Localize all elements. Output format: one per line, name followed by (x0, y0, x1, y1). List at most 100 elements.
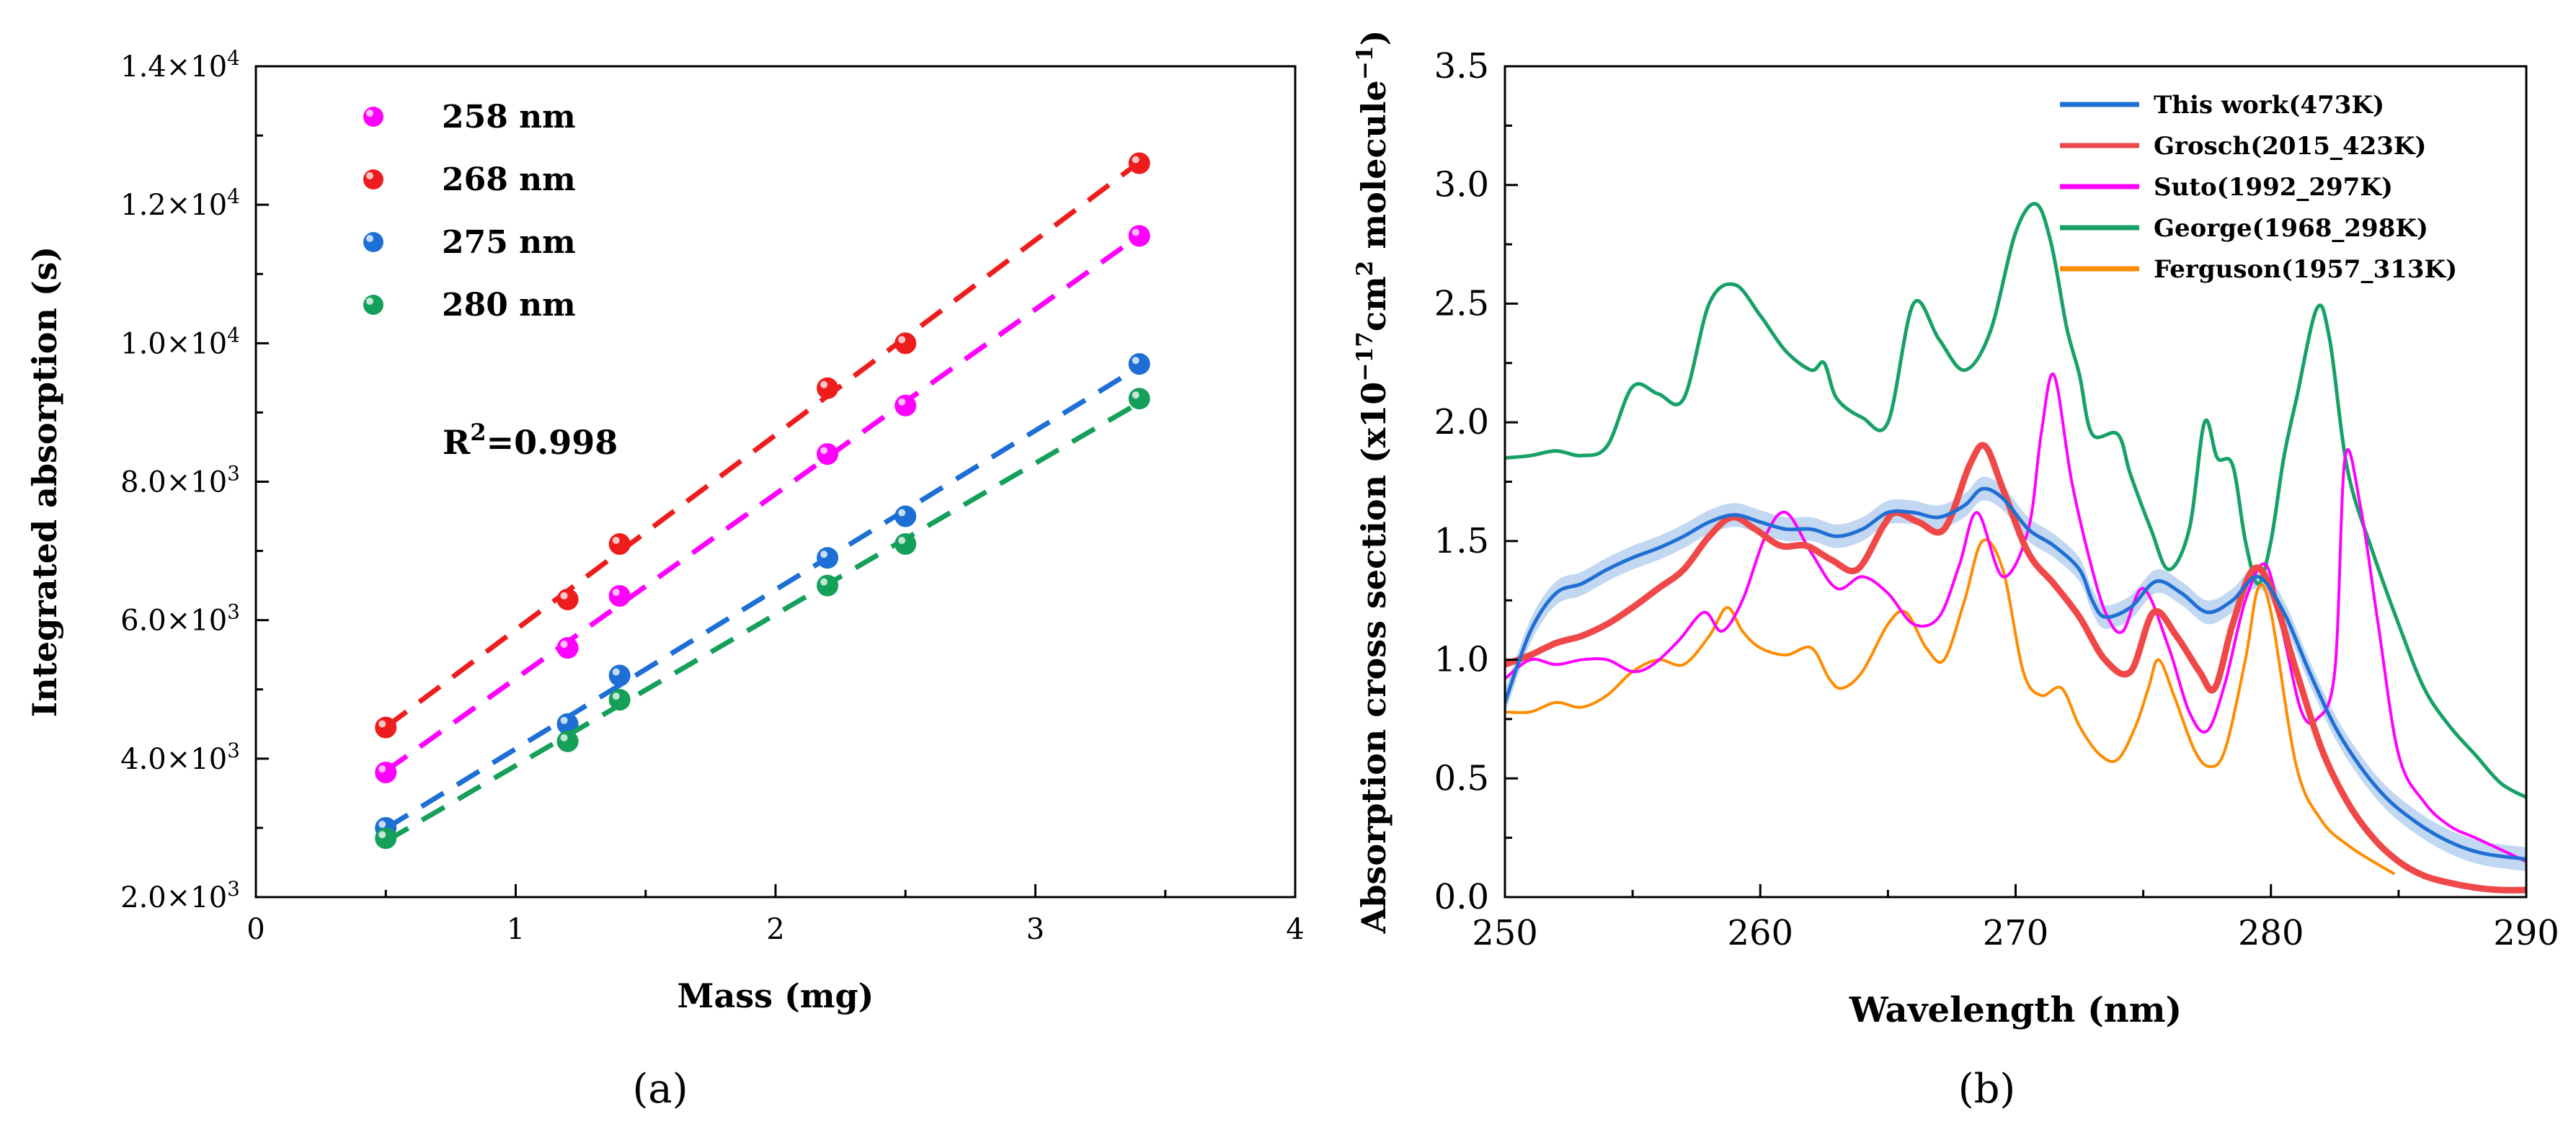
y-tick-label: 2.0 (1434, 402, 1489, 442)
data-point (556, 730, 579, 752)
legend-label: Ferguson(1957_313K) (2154, 255, 2457, 284)
data-point-highlight (560, 716, 568, 724)
x-tick-label: 280 (2238, 913, 2304, 953)
fit-line-280-nm (384, 400, 1141, 844)
data-point (608, 532, 631, 555)
legend-label: 258 nm (442, 99, 576, 135)
series-line-grosch-2015-423k- (1505, 442, 2526, 893)
data-point-highlight (1132, 228, 1140, 236)
y-tick-label: 3.5 (1434, 46, 1489, 86)
data-point (608, 689, 631, 711)
data-point (894, 394, 917, 416)
plot-b-x-tick-labels: 250 260 270 280 290 (1472, 913, 2559, 953)
data-point-highlight (820, 447, 828, 455)
data-point (608, 664, 631, 687)
data-point-highlight (612, 668, 620, 676)
data-point-highlight (612, 692, 620, 700)
y-tick-label: 0.5 (1434, 758, 1489, 798)
legend-marker-highlight (366, 298, 373, 305)
plot-b-y-axis-label: Absorption cross section (x10−17cm2 mole… (1352, 30, 1393, 935)
fit-line-258-nm (384, 233, 1141, 773)
plot-a-y-axis-label: Integrated absorption (s) (25, 246, 64, 718)
data-point-highlight (378, 765, 386, 773)
series-line-ferguson-1957-313k- (1505, 538, 2395, 875)
data-point (608, 585, 631, 607)
x-tick-label: 270 (1983, 913, 2049, 953)
y-tick-label: 4.0×103 (120, 738, 240, 776)
plot-a-r2-annotation: R2=0.998 (443, 419, 618, 462)
legend-marker (363, 169, 383, 190)
plot-b-uncertainty-bands (1505, 476, 2526, 871)
legend-label: Grosch(2015_423K) (2154, 132, 2427, 161)
data-point (894, 505, 917, 527)
data-point (817, 574, 839, 597)
x-tick-label: 290 (2493, 913, 2559, 953)
legend-marker-highlight (366, 172, 373, 179)
legend-label: 275 nm (442, 224, 576, 261)
panel-b: 0.0 0.5 1.0 1.5 2.0 2.5 3.0 3.5 250 260 270 280 290… (1352, 30, 2559, 1113)
y-tick-label: 6.0×103 (120, 600, 240, 638)
series-line-this-work-473k- (1505, 486, 2526, 861)
x-tick-label: 3 (1026, 913, 1044, 946)
plot-a-ticks (254, 65, 1297, 899)
data-point-highlight (560, 734, 568, 741)
legend-label: 280 nm (442, 287, 576, 324)
fit-line-275-nm (384, 365, 1141, 831)
data-point-highlight (820, 551, 828, 558)
data-point-highlight (378, 831, 386, 839)
data-point-highlight (820, 380, 828, 388)
data-point-highlight (378, 720, 386, 728)
fit-line-268-nm (384, 160, 1141, 729)
y-tick-label: 1.2×104 (120, 184, 240, 223)
x-tick-label: 4 (1286, 913, 1304, 946)
plot-a-x-tick-labels: 0 1 2 3 4 (247, 913, 1304, 946)
data-point (1128, 388, 1150, 410)
y-tick-label: 8.0×103 (120, 461, 240, 499)
y-tick-label: 1.0 (1434, 640, 1489, 680)
data-point (556, 637, 579, 659)
data-point (817, 443, 839, 465)
data-point (1128, 225, 1150, 247)
uncertainty-band (1505, 476, 2526, 871)
data-point-highlight (560, 641, 568, 649)
data-point (817, 547, 839, 569)
legend-label: This work(473K) (2154, 91, 2384, 120)
plot-a-series (375, 152, 1150, 850)
data-point (1128, 353, 1150, 375)
x-tick-label: 260 (1727, 913, 1793, 953)
data-point-highlight (898, 398, 906, 406)
panel-a-label: (a) (632, 1066, 688, 1113)
data-point-highlight (612, 589, 620, 597)
legend-marker (363, 232, 383, 252)
legend-marker-highlight (366, 110, 373, 117)
legend-label: George(1968_298K) (2154, 214, 2428, 243)
legend-label: Suto(1992_297K) (2154, 173, 2393, 202)
legend-label: 268 nm (442, 161, 576, 198)
plot-b-series (1505, 202, 2526, 893)
data-point (375, 762, 397, 784)
series-line-george-1968-298k- (1505, 202, 2526, 800)
data-point-highlight (898, 536, 906, 544)
y-tick-label: 1.0×104 (120, 323, 240, 361)
data-point (817, 377, 839, 399)
series-line-suto-1992-297k- (1505, 372, 2526, 863)
plot-b-x-axis-label: Wavelength (nm) (1849, 990, 2182, 1030)
data-point (894, 532, 917, 555)
y-tick-label: 1.5 (1434, 521, 1489, 561)
y-tick-label: 3.0 (1434, 165, 1489, 205)
data-point (1128, 152, 1150, 174)
plot-b-ticks (1504, 65, 2528, 899)
plot-a-y-tick-labels: 2.0×103 4.0×103 6.0×103 8.0×103 1.0×104 1.2×1… (120, 46, 240, 915)
y-tick-label: 2.0×103 (120, 877, 240, 915)
data-point-highlight (612, 536, 620, 544)
y-tick-label: 0.0 (1434, 877, 1489, 917)
data-point-highlight (1132, 156, 1140, 164)
data-point (556, 588, 579, 610)
x-tick-label: 1 (507, 913, 525, 946)
plot-a-frame (254, 65, 1297, 899)
legend-marker-highlight (366, 235, 373, 242)
legend-marker (363, 107, 383, 127)
x-tick-label: 2 (766, 913, 784, 946)
plot-a-x-axis-label: Mass (mg) (678, 976, 874, 1015)
